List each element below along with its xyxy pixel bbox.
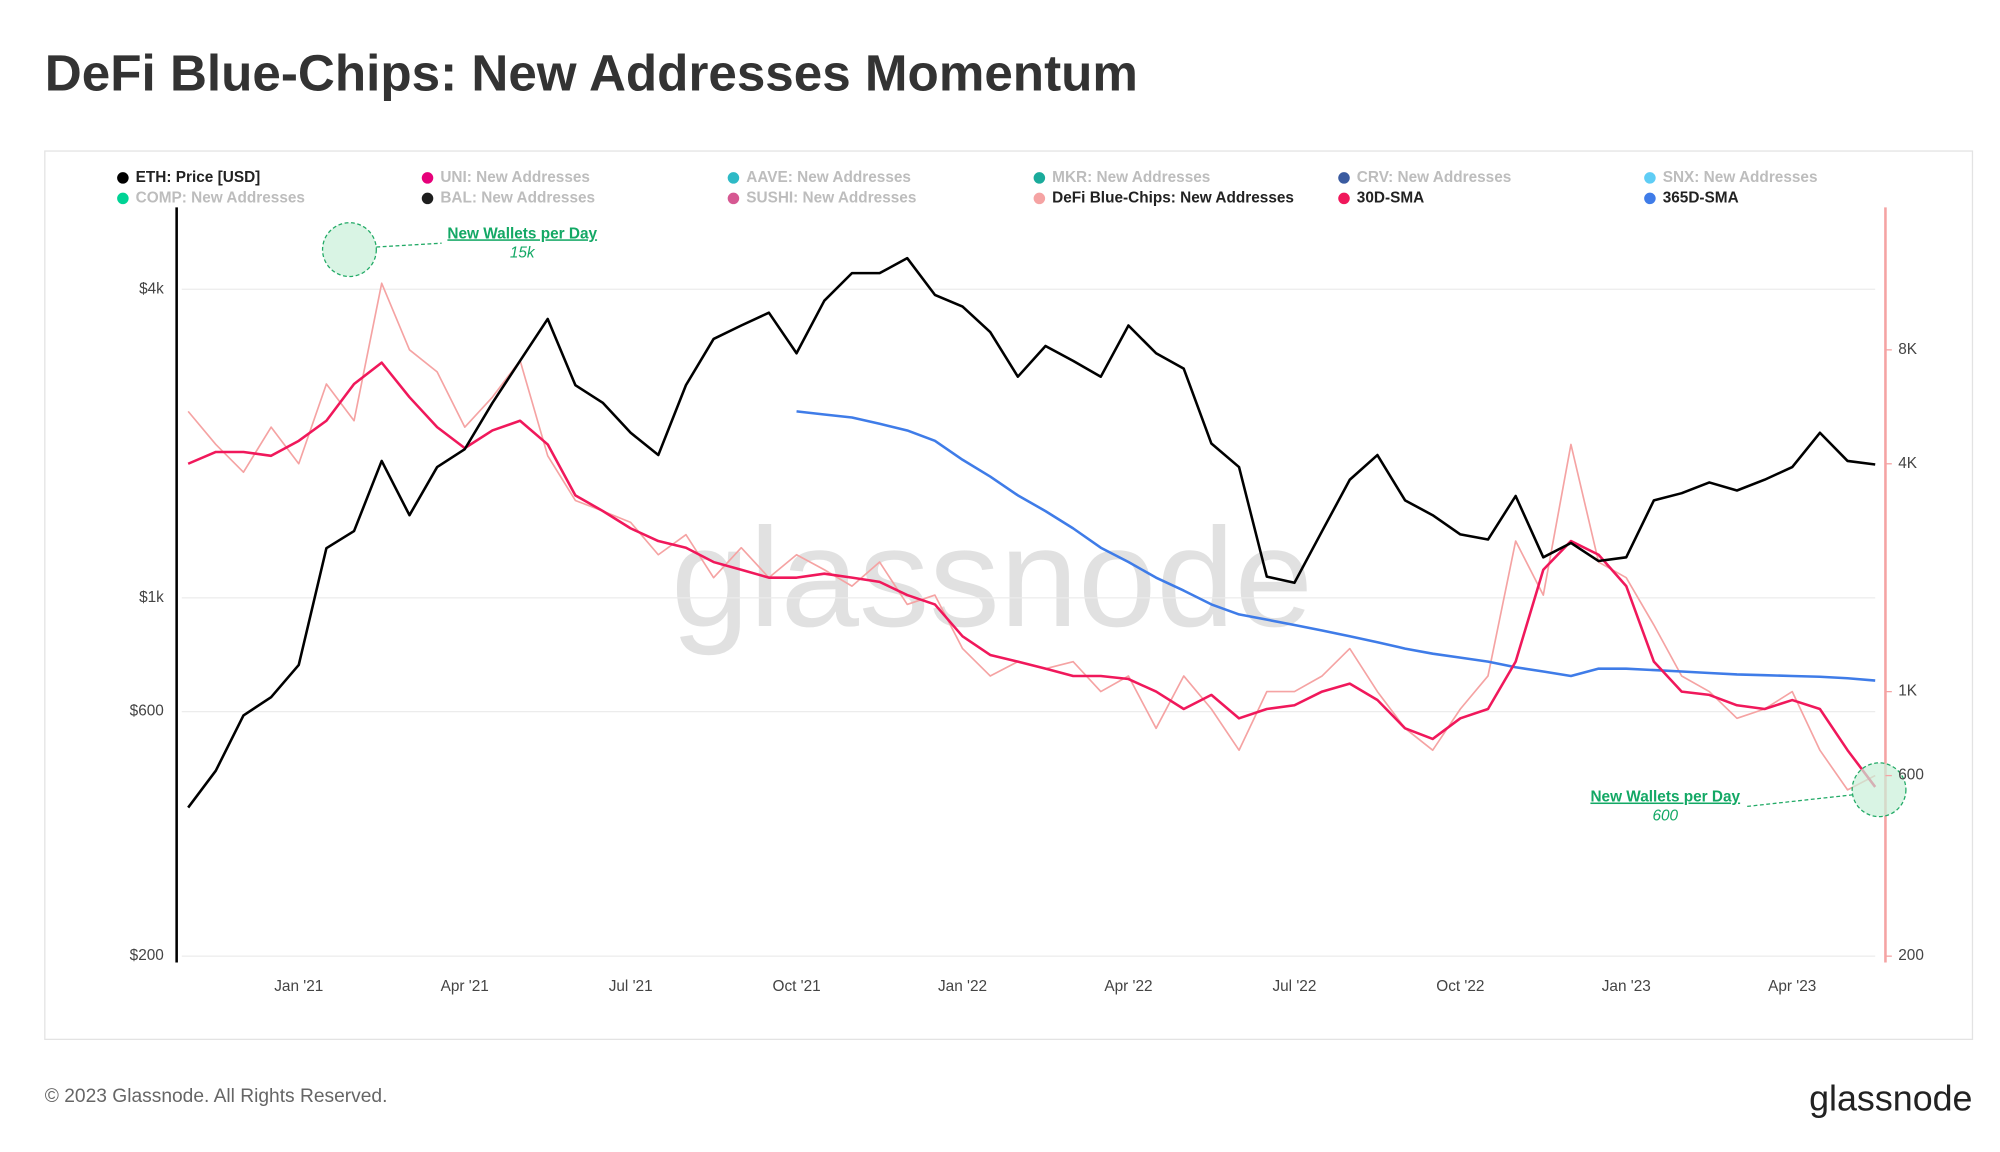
legend-label: COMP: New Addresses	[136, 189, 305, 206]
annotation-text: New Wallets per Day	[447, 225, 597, 242]
y-tick-label: $600	[130, 703, 164, 720]
y-tick-label: $200	[130, 947, 164, 964]
legend-label: CRV: New Addresses	[1357, 169, 1512, 186]
annotation-leader	[1747, 794, 1853, 808]
annotation-marker	[1851, 762, 1907, 818]
x-tick-label: Apr '22	[1104, 978, 1152, 995]
annotation-marker	[321, 222, 377, 278]
legend-label: DeFi Blue-Chips: New Addresses	[1052, 189, 1294, 206]
chart-frame	[44, 150, 1974, 1040]
y2-tick-label: 1K	[1898, 683, 1918, 700]
legend-label: AAVE: New Addresses	[746, 169, 911, 186]
legend-label: 30D-SMA	[1357, 189, 1424, 206]
legend-label: SUSHI: New Addresses	[746, 189, 916, 206]
y-tick-label: $1k	[139, 589, 164, 606]
brand-logo: glassnode	[1809, 1078, 1972, 1118]
legend-swatch	[421, 172, 434, 184]
legend-swatch	[1033, 172, 1046, 184]
footer: © 2023 Glassnode. All Rights Reserved.	[45, 1086, 388, 1107]
grid	[181, 288, 1876, 957]
series-line	[796, 410, 1876, 682]
legend-swatch	[1644, 192, 1656, 205]
legend-swatch	[1033, 192, 1046, 205]
y2-tick-label: 4K	[1898, 455, 1918, 472]
legend-label: BAL: New Addresses	[440, 189, 595, 206]
legend-label: UNI: New Addresses	[440, 169, 590, 186]
legend-swatch	[727, 172, 740, 184]
x-tick-label: Jan '23	[1602, 978, 1651, 995]
x-tick-label: Jul '21	[609, 978, 653, 995]
x-tick-label: Apr '21	[441, 978, 489, 995]
plot	[187, 256, 1877, 809]
legend-swatch	[727, 192, 740, 205]
annotation-label: 15k	[510, 245, 536, 262]
legend-label: ETH: Price [USD]	[136, 169, 261, 186]
chart-title: DeFi Blue-Chips: New Addresses Momentum	[45, 44, 1138, 101]
annotation-label: 600	[1652, 808, 1678, 825]
y-tick-label: $4k	[139, 280, 164, 297]
x-tick-label: Jan '22	[938, 978, 987, 995]
y2-tick-label: 200	[1898, 947, 1924, 964]
series-line	[187, 256, 1876, 809]
legend-swatch	[1338, 172, 1350, 184]
legend-swatch	[1644, 172, 1656, 184]
legend-label: SNX: New Addresses	[1663, 169, 1818, 186]
x-tick-label: Apr '23	[1768, 978, 1816, 995]
legend-swatch	[421, 192, 434, 205]
legend-label: MKR: New Addresses	[1052, 169, 1210, 186]
x-tick-label: Jul '22	[1272, 978, 1316, 995]
legend-swatch	[117, 172, 129, 184]
x-tick-label: Jan '21	[274, 978, 323, 995]
legend-swatch	[117, 192, 129, 205]
x-tick-label: Oct '22	[1436, 978, 1484, 995]
annotation-text: New Wallets per Day	[1590, 789, 1740, 806]
legend-label: 365D-SMA	[1663, 189, 1739, 206]
legend-swatch	[1338, 192, 1350, 205]
x-tick-label: Oct '21	[773, 978, 821, 995]
annotation-leader	[376, 242, 442, 248]
y2-tick-label: 8K	[1898, 341, 1918, 358]
series-line	[187, 361, 1877, 788]
y2-tick-label: 600	[1898, 767, 1924, 784]
